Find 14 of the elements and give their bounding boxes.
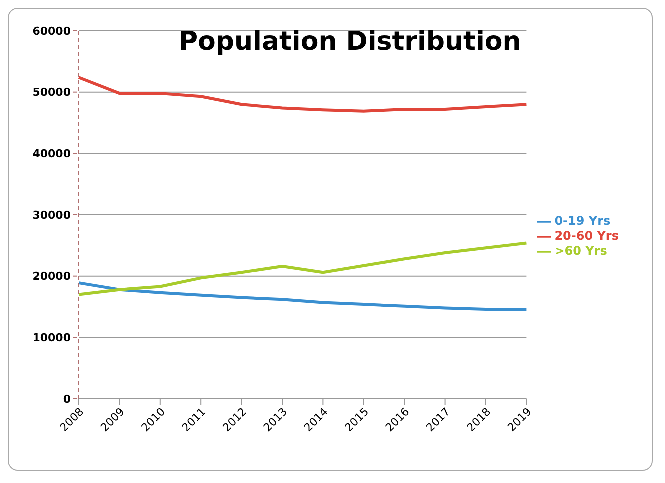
y-tick-label: 60000 <box>32 24 72 38</box>
line-series <box>78 76 528 113</box>
y-tick-label: 0 <box>63 392 72 406</box>
legend-label: 20-60 Yrs <box>554 229 619 244</box>
y-tick-label: 40000 <box>32 148 72 161</box>
y-tick-label: 30000 <box>32 208 72 222</box>
y-tick-label: 20000 <box>32 270 72 284</box>
legend-label: 0-19 Yrs <box>554 214 611 228</box>
line-series <box>78 282 528 311</box>
y-tick-label: 50000 <box>32 86 72 100</box>
y-tick-label: 10000 <box>32 332 72 345</box>
chart-title: Population Distribution <box>179 27 522 57</box>
legend-label: >60 Yrs <box>554 244 608 258</box>
line-series <box>78 242 528 296</box>
